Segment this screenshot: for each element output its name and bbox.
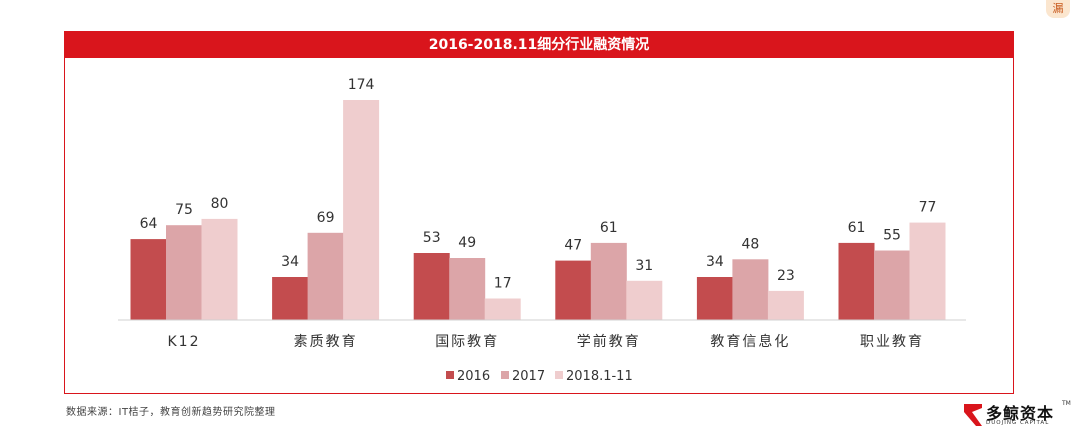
- bar-value-label: 64: [140, 216, 158, 232]
- bar-value-label: 48: [741, 236, 759, 252]
- bar-value-label: 75: [175, 202, 193, 218]
- bar-value-label: 55: [883, 228, 901, 244]
- bar-value-label: 23: [777, 268, 795, 284]
- bar-素质教育-2017: [307, 232, 344, 320]
- legend-label: 2018.1-11: [566, 369, 633, 384]
- bar-K12-2017: [166, 225, 202, 320]
- logo-subtitle: DUOJING CAPITAL: [986, 420, 1050, 426]
- bar-素质教育-2018.1-11: [343, 100, 380, 320]
- legend-swatch-2016: [446, 371, 454, 379]
- bar-value-label: 69: [317, 210, 335, 226]
- bar-value-label: 174: [348, 77, 375, 93]
- bar-教育信息化-2018.1-11: [767, 290, 804, 320]
- category-label: 素质教育: [294, 334, 358, 350]
- chart-title: 2016-2018.11细分行业融资情况: [65, 32, 1013, 58]
- bar-value-label: 31: [635, 258, 653, 274]
- bar-学前教育-2017: [590, 242, 627, 320]
- bar-职业教育-2018.1-11: [909, 222, 946, 320]
- bar-value-label: 77: [919, 200, 937, 216]
- bar-value-label: 61: [600, 220, 618, 236]
- bar-国际教育-2017: [449, 258, 486, 320]
- bar-value-label: 61: [848, 220, 866, 236]
- source-note: 数据来源：IT桔子，教育创新趋势研究院整理: [66, 407, 276, 418]
- bar-职业教育-2016: [838, 242, 875, 320]
- category-label: 国际教育: [435, 334, 499, 350]
- bar-国际教育-2018.1-11: [484, 298, 521, 320]
- bar-value-label: 47: [564, 238, 582, 254]
- category-label: 教育信息化: [710, 333, 790, 350]
- bar-value-label: 80: [211, 196, 229, 212]
- bar-素质教育-2016: [272, 277, 309, 320]
- company-logo: 多鲸资本 DUOJING CAPITAL TM: [962, 400, 1072, 430]
- bar-学前教育-2016: [555, 260, 592, 320]
- bar-学前教育-2018.1-11: [626, 280, 663, 320]
- bar-value-label: 49: [458, 235, 476, 251]
- category-label: K12: [168, 334, 201, 350]
- bar-K12-2018.1-11: [201, 218, 238, 320]
- legend-label: 2016: [457, 369, 490, 384]
- chart-frame: 2016-2018.11细分行业融资情况: [64, 31, 1014, 394]
- legend-label: 2017: [512, 369, 545, 384]
- bar-value-label: 34: [281, 254, 299, 270]
- bar-value-label: 17: [494, 276, 512, 292]
- category-label: 职业教育: [860, 334, 924, 350]
- bar-教育信息化-2016: [696, 277, 733, 320]
- corner-badge: 漏: [1046, 0, 1070, 18]
- logo-name: 多鲸资本: [986, 404, 1055, 423]
- bar-value-label: 53: [423, 230, 441, 246]
- bar-国际教育-2016: [413, 253, 450, 320]
- bar-教育信息化-2017: [732, 259, 769, 320]
- legend-swatch-2018.1-11: [555, 371, 563, 379]
- category-label: 学前教育: [577, 333, 641, 350]
- bar-value-label: 34: [706, 254, 724, 270]
- logo-trademark: TM: [1062, 400, 1071, 407]
- bar-职业教育-2017: [874, 250, 910, 320]
- whale-logo-icon: [964, 404, 982, 426]
- legend-swatch-2017: [501, 371, 509, 379]
- bar-K12-2016: [130, 239, 167, 320]
